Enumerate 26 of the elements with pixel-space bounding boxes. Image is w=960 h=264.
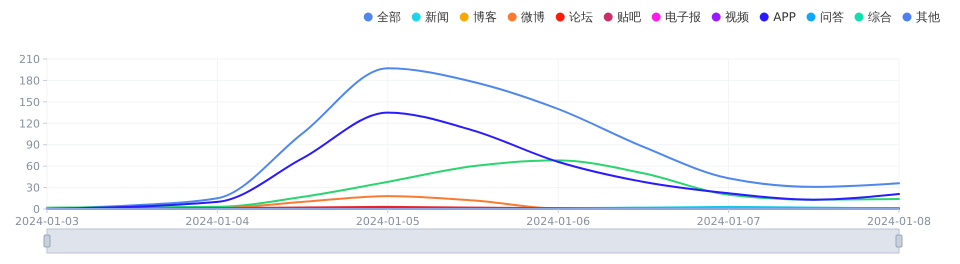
y-tick-label: 0 (33, 203, 40, 216)
legend-label: 博客 (473, 10, 498, 24)
y-tick-label: 90 (26, 138, 40, 152)
legend-label: 贴吧 (617, 10, 642, 24)
y-tick-label: 180 (19, 74, 40, 88)
y-tick-label: 30 (26, 182, 40, 195)
legend-label: 论坛 (569, 10, 594, 24)
legend-label: 新闻 (425, 10, 450, 24)
x-tick-label: 2024-01-04 (185, 215, 250, 228)
x-tick-label: 2024-01-05 (356, 215, 420, 228)
legend-label: 微博 (521, 10, 546, 24)
legend-label: 其他 (916, 10, 940, 24)
y-tick-label: 120 (19, 117, 40, 130)
legend-label: 综合 (868, 10, 892, 24)
legend-label: 全部 (377, 10, 402, 24)
x-tick-label: 2024-01-08 (867, 215, 931, 228)
x-tick-label: 2024-01-07 (696, 215, 761, 228)
x-tick-label: 2024-01-03 (15, 215, 79, 228)
y-tick-label: 60 (26, 160, 40, 174)
y-tick-label: 150 (19, 96, 40, 109)
y-tick-label: 210 (19, 53, 40, 66)
legend-label: 电子报 (665, 10, 702, 24)
x-tick-label: 2024-01-06 (526, 215, 590, 228)
legend-label: 问答 (820, 10, 844, 24)
legend-label: 视频 (725, 10, 750, 24)
legend-label: APP (773, 10, 796, 24)
